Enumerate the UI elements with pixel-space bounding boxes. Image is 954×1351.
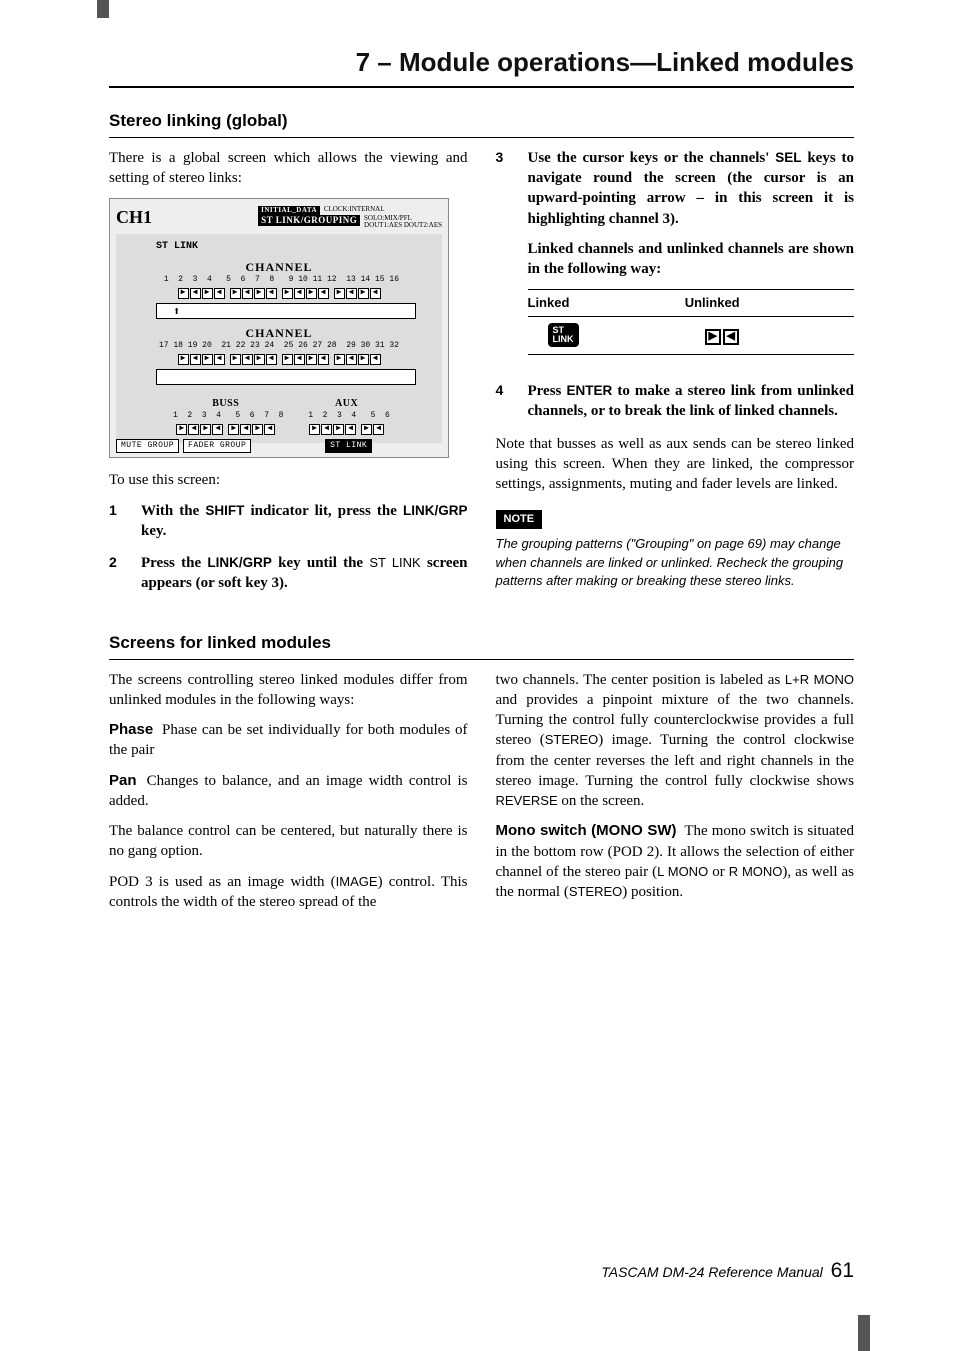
lcd-nums-17-32: 17 18 19 20 21 22 23 24 25 26 27 28 29 3… <box>156 341 402 352</box>
up-arrow-icon: ⬆ <box>173 305 180 319</box>
lcd-buss-label: BUSS <box>168 397 283 411</box>
lcd-aux: AUX 1 2 3 4 5 6 ▶◀▶◀ ▶◀ <box>303 391 389 436</box>
lcd-stlink-label: ST LINK <box>156 240 402 254</box>
steps-right: 3 Use the cursor keys or the channels' S… <box>496 148 855 422</box>
lcd-boxes-row1: ▶◀▶◀ ▶◀▶◀ ▶◀▶◀ ▶◀▶◀ <box>156 288 402 299</box>
lcd-buss-aux-section: BUSS 1 2 3 4 5 6 7 8 ▶◀▶◀ ▶◀▶◀ AUX 1 2 3 <box>156 391 402 436</box>
lcd-channel-heading-1: CHANNEL <box>156 259 402 275</box>
s2-phase: Phase Phase can be set individually for … <box>109 720 468 761</box>
step-1: 1 With the SHIFT indicator lit, press th… <box>109 501 468 542</box>
section1-columns: There is a global screen which allows th… <box>109 148 854 606</box>
linked-icon: STLINK <box>548 323 579 347</box>
lcd-stlink-grouping: ST LINK/GROUPING <box>258 215 360 226</box>
phase-heading: Phase <box>109 721 153 738</box>
s2-left-p2: The balance control can be centered, but… <box>109 821 468 862</box>
lcd-aux-nums: 1 2 3 4 5 6 <box>303 411 389 422</box>
lcd-buss: BUSS 1 2 3 4 5 6 7 8 ▶◀▶◀ ▶◀▶◀ <box>168 391 283 436</box>
s2-right-p1: two channels. The center position is lab… <box>496 670 855 812</box>
page-number: 61 <box>831 1259 854 1282</box>
section1-left-col: There is a global screen which allows th… <box>109 148 468 606</box>
s2-left-p1: The screens controlling stereo linked mo… <box>109 670 468 711</box>
step-num-2: 2 <box>109 553 123 594</box>
step-3-para2: Linked channels and unlinked channels ar… <box>528 239 855 280</box>
lcd-dout: DOUT1:AES DOUT2:AES <box>364 222 442 229</box>
page-content: Stereo linking (global) There is a globa… <box>109 110 854 922</box>
intro-text: There is a global screen which allows th… <box>109 148 468 189</box>
step-2-body: Press the LINK/GRP key until the ST LINK… <box>141 553 468 594</box>
lcd-tab-mute[interactable]: MUTE GROUP <box>116 439 179 454</box>
lcd-aux-label: AUX <box>303 397 389 411</box>
note-text: The grouping patterns ("Grouping" on pag… <box>496 535 855 590</box>
lcd-spacer-bar <box>156 369 416 385</box>
lcd-top-bar: CH1 INITIAL_DATA CLOCK:INTERNAL ST LINK/… <box>116 205 442 229</box>
lcd-header-right: INITIAL_DATA CLOCK:INTERNAL ST LINK/GROU… <box>258 206 442 229</box>
section2-columns: The screens controlling stereo linked mo… <box>109 670 854 923</box>
table-header-row: Linked Unlinked <box>528 290 855 317</box>
section2-left-col: The screens controlling stereo linked mo… <box>109 670 468 923</box>
bottom-right-tab <box>858 1315 870 1351</box>
linked-unlinked-table: Linked Unlinked STLINK ▶◀ <box>528 289 855 355</box>
lcd-bottom-tabs: MUTE GROUP FADER GROUP ST LINK <box>116 439 442 454</box>
unlinked-icon: ▶◀ <box>705 329 739 345</box>
step-num-3: 3 <box>496 148 510 369</box>
step-3-body: Use the cursor keys or the channels' SEL… <box>528 148 855 369</box>
right-note-para: Note that busses as well as aux sends ca… <box>496 434 855 495</box>
page-footer: TASCAM DM-24 Reference Manual 61 <box>601 1257 854 1285</box>
section-title-screens-linked: Screens for linked modules <box>109 632 854 660</box>
th-unlinked: Unlinked <box>685 290 854 317</box>
section1-right-col: 3 Use the cursor keys or the channels' S… <box>496 148 855 606</box>
lcd-initial-data: INITIAL_DATA <box>258 206 320 215</box>
steps-left: 1 With the SHIFT indicator lit, press th… <box>109 501 468 594</box>
th-linked: Linked <box>528 290 685 317</box>
step-1-body: With the SHIFT indicator lit, press the … <box>141 501 468 542</box>
page-header: 7 – Module operations—Linked modules <box>109 45 854 88</box>
s2-pan: Pan Changes to balance, and an image wid… <box>109 771 468 812</box>
mono-switch-heading: Mono switch (MONO SW) <box>496 822 677 839</box>
step-num-1: 1 <box>109 501 123 542</box>
step-3: 3 Use the cursor keys or the channels' S… <box>496 148 855 369</box>
step-2: 2 Press the LINK/GRP key until the ST LI… <box>109 553 468 594</box>
section-title-stereo-linking: Stereo linking (global) <box>109 110 854 138</box>
s2-left-p3: POD 3 is used as an image width (IMAGE) … <box>109 872 468 913</box>
chapter-title: 7 – Module operations—Linked modules <box>109 45 854 80</box>
lcd-tab-fader[interactable]: FADER GROUP <box>183 439 251 454</box>
note-label: NOTE <box>496 510 543 529</box>
lcd-buss-nums: 1 2 3 4 5 6 7 8 <box>168 411 283 422</box>
step-num-4: 4 <box>496 381 510 422</box>
step-4: 4 Press ENTER to make a stereo link from… <box>496 381 855 422</box>
footer-text: TASCAM DM-24 Reference Manual <box>601 1264 822 1280</box>
lcd-body: ST LINK CHANNEL 1 2 3 4 5 6 7 8 9 10 11 … <box>116 234 442 443</box>
lcd-clock: CLOCK:INTERNAL <box>324 206 385 213</box>
lcd-boxes-row2: ▶◀▶◀ ▶◀▶◀ ▶◀▶◀ ▶◀▶◀ <box>156 354 402 365</box>
pan-heading: Pan <box>109 772 137 789</box>
lcd-channel-heading-2: CHANNEL <box>156 325 402 341</box>
td-unlinked-icon: ▶◀ <box>685 316 854 354</box>
section2-right-col: two channels. The center position is lab… <box>496 670 855 923</box>
td-linked-icon: STLINK <box>528 316 685 354</box>
lcd-nums-1-16: 1 2 3 4 5 6 7 8 9 10 11 12 13 14 15 16 <box>156 275 402 286</box>
s2-mono-switch: Mono switch (MONO SW) The mono switch is… <box>496 821 855 902</box>
lcd-cursor-bar: ⬆ <box>156 303 416 319</box>
step-4-body: Press ENTER to make a stereo link from u… <box>528 381 855 422</box>
top-left-tab <box>97 0 109 18</box>
lcd-channel-label: CH1 <box>116 205 152 229</box>
to-use-text: To use this screen: <box>109 470 468 490</box>
table-icon-row: STLINK ▶◀ <box>528 316 855 354</box>
lcd-screenshot: CH1 INITIAL_DATA CLOCK:INTERNAL ST LINK/… <box>109 198 449 458</box>
section2: Screens for linked modules The screens c… <box>109 632 854 922</box>
lcd-tab-stlink[interactable]: ST LINK <box>325 439 372 454</box>
